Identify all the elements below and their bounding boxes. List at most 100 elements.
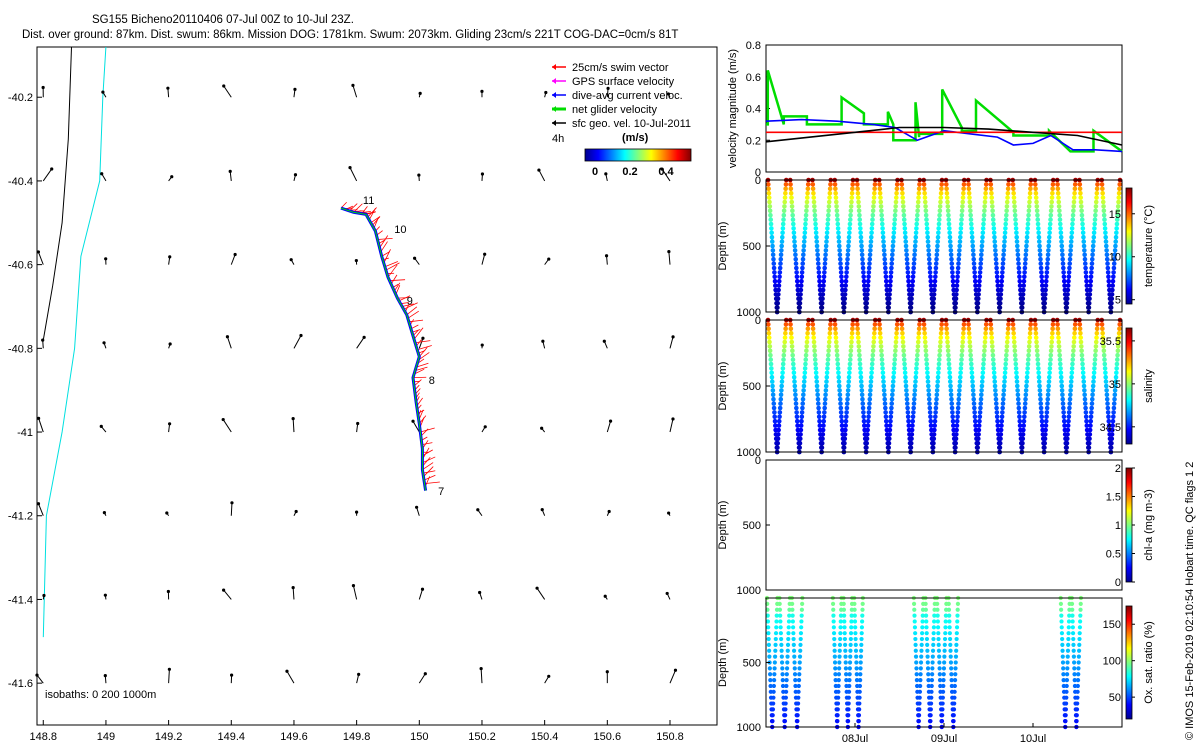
data-point	[815, 248, 820, 253]
data-point	[798, 636, 803, 642]
data-point	[784, 677, 789, 683]
data-point	[837, 396, 843, 402]
data-point	[847, 672, 852, 677]
data-point	[843, 278, 849, 284]
data-point	[866, 405, 872, 411]
data-point	[791, 625, 796, 630]
data-point	[1021, 283, 1026, 288]
data-point	[867, 392, 873, 398]
data-point	[801, 379, 807, 384]
data-point	[1072, 683, 1078, 689]
data-point	[1038, 265, 1044, 271]
data-point	[870, 208, 876, 214]
geo-vector-head	[660, 167, 664, 171]
data-point	[1044, 405, 1050, 411]
data-point	[1023, 388, 1029, 393]
data-point	[816, 414, 822, 420]
data-point	[792, 388, 798, 393]
data-point	[1021, 418, 1027, 424]
data-point	[923, 607, 928, 612]
data-point	[932, 423, 937, 428]
geo-vector-head	[222, 588, 226, 592]
data-point	[905, 265, 910, 271]
data-point	[846, 701, 851, 706]
data-point	[981, 217, 987, 222]
data-point	[1066, 274, 1072, 280]
geo-vector-head	[100, 172, 104, 176]
data-point	[1102, 226, 1108, 231]
data-point	[951, 719, 956, 724]
data-point	[822, 410, 827, 415]
data-point	[881, 239, 886, 244]
data-point	[1078, 601, 1083, 606]
data-point	[1112, 252, 1118, 258]
data-point	[794, 410, 799, 415]
data-point	[989, 339, 995, 345]
data-point	[957, 243, 962, 249]
data-point	[1080, 361, 1085, 367]
data-point	[846, 707, 851, 712]
data-point	[935, 243, 940, 249]
geo-vector-head	[418, 91, 422, 95]
data-point	[841, 305, 847, 310]
data-point	[1083, 405, 1088, 411]
data-point	[815, 396, 821, 402]
data-point	[931, 292, 937, 297]
data-point	[1090, 248, 1096, 253]
data-point	[968, 212, 973, 218]
geo-vector-head	[478, 590, 482, 595]
swim-vector	[370, 216, 381, 224]
data-point	[767, 208, 773, 214]
data-point	[1104, 248, 1109, 253]
data-point	[858, 370, 863, 376]
data-point	[789, 199, 795, 205]
data-point	[1106, 274, 1111, 280]
data-point	[952, 677, 958, 683]
data-point	[1102, 361, 1108, 367]
data-point	[857, 683, 863, 689]
data-point	[899, 326, 905, 332]
data-point	[810, 182, 816, 187]
data-point	[929, 677, 935, 683]
data-point	[950, 278, 956, 284]
data-point	[939, 322, 944, 327]
geo-vector-head	[547, 257, 551, 261]
geo-vector-head	[50, 167, 54, 171]
data-point	[1055, 322, 1060, 327]
data-point	[1089, 401, 1095, 406]
data-point	[1034, 199, 1039, 205]
data-point	[1047, 226, 1053, 231]
data-point	[1071, 204, 1076, 209]
data-point	[795, 707, 800, 712]
data-point	[1081, 383, 1087, 389]
data-point	[926, 672, 931, 677]
colorbar-tick-label: 0.5	[1106, 549, 1121, 561]
depth-y-tick-label: 1000	[737, 447, 761, 459]
data-point	[971, 392, 976, 398]
data-point	[955, 274, 960, 280]
data-point	[956, 261, 961, 266]
data-point	[831, 631, 837, 636]
data-point	[855, 335, 861, 340]
data-point	[1099, 182, 1105, 187]
data-point	[989, 335, 995, 340]
data-point	[1015, 388, 1020, 393]
data-point	[1110, 427, 1115, 433]
data-point	[794, 418, 800, 424]
data-point	[832, 648, 837, 653]
colorbar-tick-label: 35.5	[1100, 336, 1121, 348]
data-point	[890, 248, 895, 253]
data-point	[970, 243, 976, 249]
data-point	[993, 396, 999, 402]
data-point	[866, 414, 871, 420]
data-point	[949, 666, 954, 671]
data-point	[817, 278, 822, 284]
geo-vector-head	[230, 501, 234, 505]
data-point	[870, 212, 876, 218]
geo-vector	[356, 337, 365, 349]
data-point	[961, 322, 967, 327]
data-point	[877, 182, 882, 187]
data-point	[771, 261, 777, 266]
data-point	[919, 642, 924, 648]
data-point	[797, 300, 803, 306]
